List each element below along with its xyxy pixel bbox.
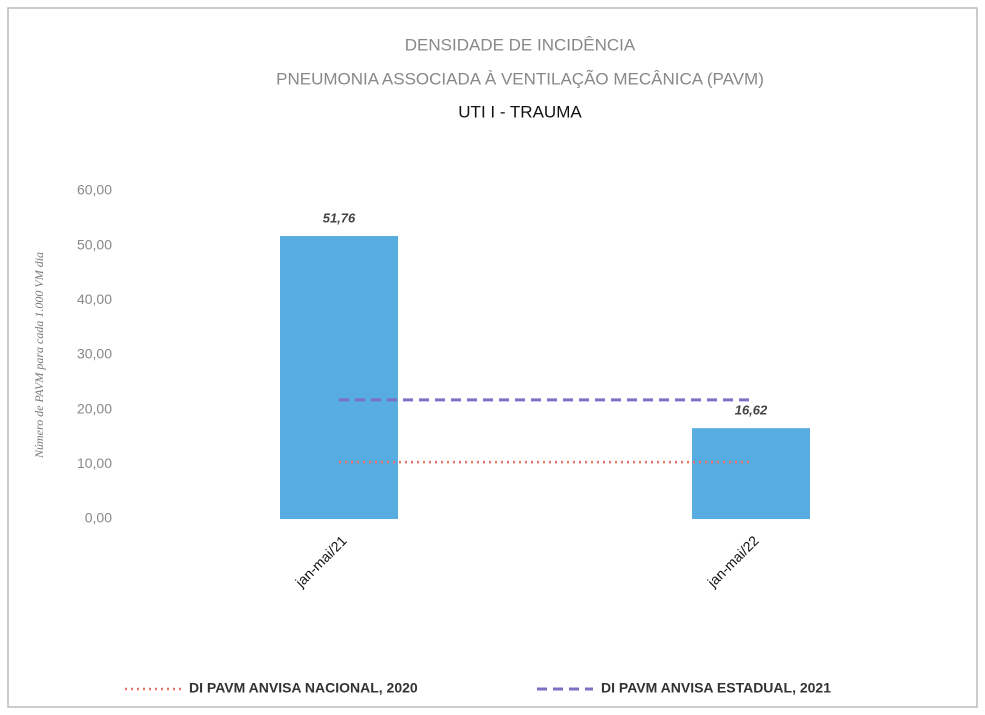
- y-axis-label: Número de PAVM para cada 1.000 VM dia: [32, 252, 46, 459]
- value-label: 16,62: [735, 403, 768, 418]
- chart-subtitle: UTI I - TRAUMA: [458, 102, 582, 121]
- chart-subtitle: PNEUMONIA ASSOCIADA À VENTILAÇÃO MECÂNIC…: [276, 69, 764, 88]
- y-tick-label: 20,00: [77, 400, 112, 416]
- y-tick-label: 30,00: [77, 346, 112, 362]
- y-tick-label: 10,00: [77, 455, 112, 471]
- legend-label: DI PAVM ANVISA NACIONAL, 2020: [189, 680, 418, 696]
- value-label: 51,76: [323, 210, 356, 225]
- y-tick-label: 60,00: [77, 182, 112, 198]
- bar: [692, 428, 810, 519]
- y-tick-label: 40,00: [77, 291, 112, 307]
- y-tick-label: 0,00: [85, 510, 112, 526]
- bar: [280, 236, 398, 519]
- frame: [7, 7, 978, 708]
- y-tick-label: 50,00: [77, 236, 112, 252]
- chart-title: DENSIDADE DE INCIDÊNCIA: [405, 35, 636, 54]
- legend-label: DI PAVM ANVISA ESTADUAL, 2021: [601, 680, 831, 696]
